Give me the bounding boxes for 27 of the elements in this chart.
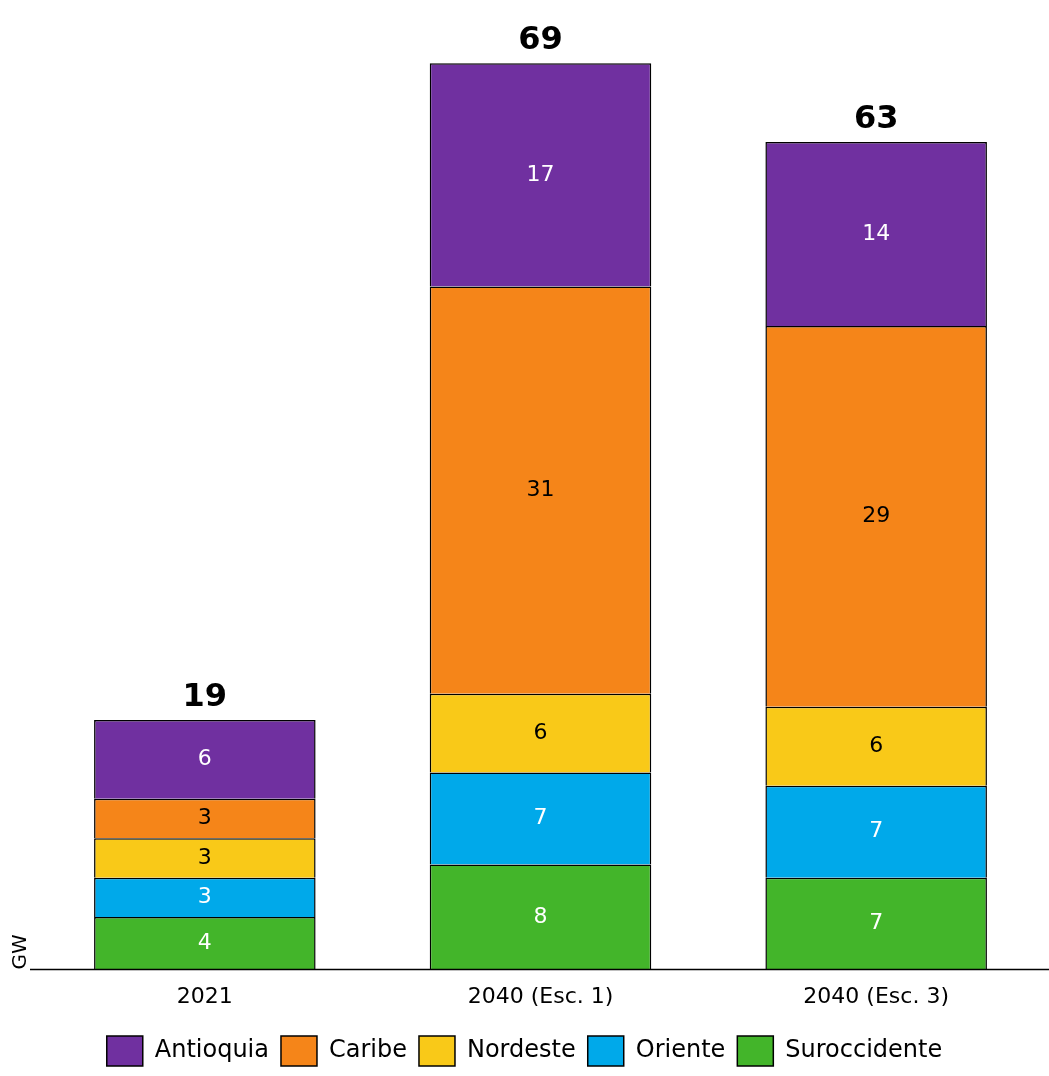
y-axis-title: GW: [7, 934, 32, 970]
data-label: 29: [862, 502, 891, 528]
legend-label: Antioquia: [154, 1035, 269, 1064]
data-label: 17: [526, 160, 555, 186]
data-label: 31: [526, 475, 555, 501]
data-label: 7: [869, 909, 884, 935]
data-label: 6: [197, 745, 212, 771]
data-label: 3: [197, 843, 212, 869]
x-tick-label: 2040 (Esc. 3): [803, 982, 949, 1008]
total-label: 63: [853, 98, 899, 137]
data-label: 3: [197, 883, 212, 909]
data-label: 3: [197, 804, 212, 830]
data-label: 14: [862, 219, 891, 245]
data-label: 7: [869, 817, 884, 843]
legend-label: Caribe: [328, 1035, 407, 1064]
data-label: 6: [869, 731, 884, 757]
total-label: 69: [518, 19, 563, 58]
x-tick-label: 2040 (Esc. 1): [467, 982, 614, 1008]
data-label: 6: [533, 718, 548, 744]
data-label: 8: [533, 902, 548, 928]
x-tick-label: 2021: [176, 982, 233, 1008]
legend-label: Suroccidente: [785, 1035, 943, 1064]
data-label: 7: [533, 804, 548, 830]
data-label: 4: [197, 929, 212, 955]
legend-label: Nordeste: [466, 1035, 576, 1064]
total-label: 19: [182, 676, 228, 715]
legend-label: Oriente: [635, 1035, 726, 1064]
